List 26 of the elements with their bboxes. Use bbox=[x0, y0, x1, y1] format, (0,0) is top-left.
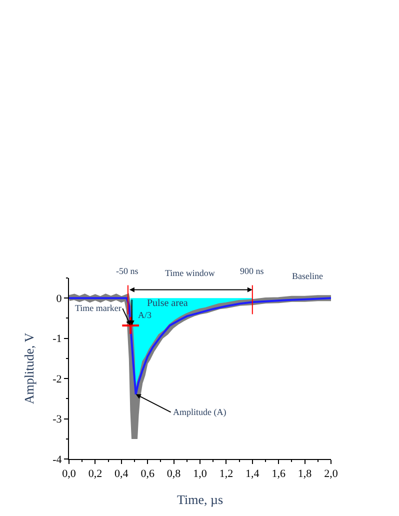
annotation: Time marker bbox=[75, 303, 122, 313]
x-tick-label: 0,2 bbox=[88, 468, 102, 480]
annotation: Baseline bbox=[292, 271, 323, 281]
y-tick-label: -4 bbox=[52, 454, 62, 466]
annotation: A/3 bbox=[138, 310, 152, 320]
x-tick-label: 0,4 bbox=[114, 468, 129, 480]
annotation: Time window bbox=[165, 268, 216, 278]
annotation: Amplitude (A) bbox=[173, 407, 226, 417]
ref-line-label: 900 ns bbox=[240, 266, 264, 276]
annotation: Pulse area bbox=[147, 298, 188, 309]
x-tick-label: 0,0 bbox=[62, 468, 76, 480]
y-axis-title: Amplitude, V bbox=[22, 332, 37, 404]
x-tick-label: 0,6 bbox=[140, 468, 155, 480]
x-tick-label: 1,0 bbox=[193, 468, 208, 480]
x-axis-title: Time, µs bbox=[176, 492, 224, 507]
x-tick-label: 1,6 bbox=[272, 468, 286, 480]
x-tick-label: 2,0 bbox=[324, 468, 338, 480]
y-tick-label: -3 bbox=[52, 414, 62, 426]
x-tick-label: 1,2 bbox=[219, 468, 234, 480]
y-tick-label: -2 bbox=[52, 373, 62, 386]
x-tick-label: 1,8 bbox=[298, 468, 312, 480]
y-tick-label: -1 bbox=[52, 333, 62, 346]
x-tick-label: 0,8 bbox=[166, 468, 182, 480]
y-tick-label: 0 bbox=[56, 292, 62, 305]
x-tick-label: 1,4 bbox=[246, 468, 260, 480]
ref-line-label: -50 ns bbox=[116, 266, 139, 276]
